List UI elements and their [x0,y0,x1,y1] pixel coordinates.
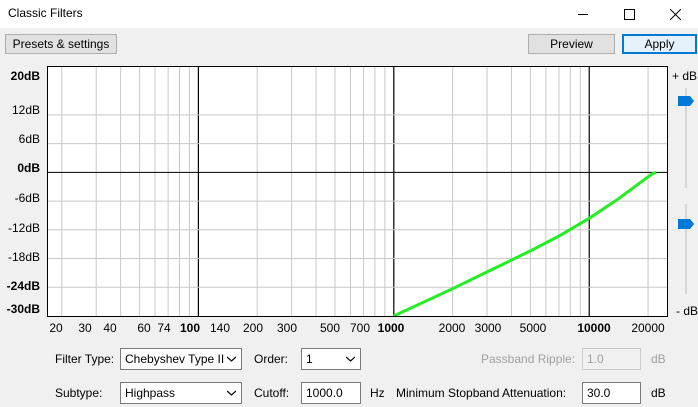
x-tick-label: 30 [78,321,92,335]
x-tick-label: 5000 [519,321,547,335]
minimize-icon [578,13,588,15]
response-plot [48,67,667,316]
title-bar: Classic Filters [0,0,698,28]
x-tick-label: 74 [157,321,171,335]
subtype-label: Subtype: [55,386,103,400]
preview-button[interactable]: Preview [528,34,615,54]
chevron-down-icon [346,356,355,362]
y-tick-label: -24dB [6,279,40,293]
x-tick-label: 2000 [438,321,466,335]
bottom-gain-slider-thumb[interactable] [678,219,694,229]
maximize-icon [623,8,635,20]
x-tick-label: 700 [349,321,371,335]
y-tick-label: -18dB [7,250,40,264]
passband-unit: dB [651,352,666,366]
x-tick-label: 140 [209,321,231,335]
y-tick-label: -6dB [14,191,40,205]
close-button[interactable] [652,0,698,28]
gain-min-label: - dB [676,304,698,318]
passband-ripple-value: 1.0 [587,352,604,366]
passband-ripple-field[interactable]: 1.0 [582,348,641,370]
top-gain-slider-track[interactable] [685,88,687,188]
order-select[interactable]: 1 [301,348,361,370]
y-tick-label: 12dB [11,103,40,117]
cutoff-label: Cutoff: [254,386,290,400]
cutoff-value: 1000.0 [306,386,343,400]
filter-type-label: Filter Type: [55,352,115,366]
stopband-attenuation-label: Minimum Stopband Attenuation: [396,386,567,400]
x-tick-label: 200 [242,321,264,335]
chevron-down-icon [227,356,236,362]
y-tick-label: -30dB [6,302,40,316]
x-tick-label: 20000 [631,321,665,335]
x-tick-label: 500 [319,321,341,335]
presets-settings-button[interactable]: Presets & settings [5,34,117,54]
stopband-attenuation-value: 30.0 [587,386,611,400]
frequency-response-graph [47,66,668,317]
apply-button[interactable]: Apply [622,34,697,54]
order-label: Order: [254,352,289,366]
order-value: 1 [306,352,313,366]
stopband-unit: dB [651,386,666,400]
filter-type-select[interactable]: Chebyshev Type II [120,348,242,370]
chevron-down-icon [227,390,236,396]
top-gain-slider-thumb[interactable] [678,96,694,106]
x-tick-label: 40 [103,321,117,335]
subtype-value: Highpass [125,386,176,400]
window-title: Classic Filters [8,6,83,20]
subtype-select[interactable]: Highpass [120,382,242,404]
x-tick-label: 3000 [474,321,502,335]
x-tick-label: 60 [137,321,151,335]
gain-max-label: + dB [672,69,698,83]
cutoff-field[interactable]: 1000.0 [301,382,361,404]
x-tick-label: 300 [276,321,298,335]
cutoff-unit: Hz [370,386,385,400]
filter-type-value: Chebyshev Type II [125,352,225,366]
bottom-gain-slider-track[interactable] [685,204,687,294]
close-icon [669,8,681,20]
x-tick-label: 10000 [577,321,611,335]
maximize-button[interactable] [606,0,652,28]
response-curve [393,170,657,316]
y-tick-label: 0dB [17,161,40,175]
y-tick-label: 20dB [10,69,40,83]
x-tick-label: 20 [49,321,63,335]
y-tick-label: 6dB [18,132,40,146]
minimize-button[interactable] [560,0,606,28]
x-tick-label: 100 [179,321,201,335]
y-tick-label: -12dB [7,221,40,235]
stopband-attenuation-field[interactable]: 30.0 [582,382,641,404]
x-tick-label: 1000 [377,321,405,335]
passband-ripple-label: Passband Ripple: [481,352,576,366]
